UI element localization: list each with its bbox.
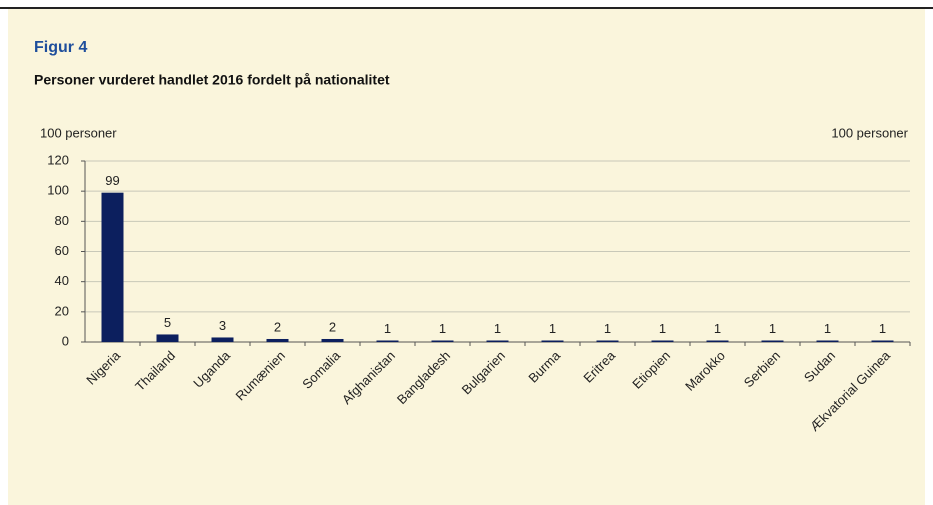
chart-title: Figur 4 <box>34 39 87 56</box>
data-label: 2 <box>274 319 281 334</box>
chart-subtitle: Personer vurderet handlet 2016 fordelt p… <box>34 72 390 88</box>
data-label: 1 <box>769 321 776 336</box>
data-label: 99 <box>105 173 119 188</box>
bar <box>211 337 234 342</box>
bar <box>321 338 344 342</box>
data-label: 2 <box>329 319 336 334</box>
y-tick-label: 20 <box>55 303 69 318</box>
data-label: 1 <box>384 321 391 336</box>
data-label: 1 <box>549 321 556 336</box>
y-tick-label: 60 <box>55 243 69 258</box>
y-tick-label: 80 <box>55 213 69 228</box>
bar <box>706 340 729 342</box>
bar <box>101 192 124 342</box>
data-label: 1 <box>824 321 831 336</box>
y-axis-label: 100 personer <box>40 125 117 140</box>
bar <box>266 338 289 342</box>
y-tick-label: 100 <box>47 183 69 198</box>
data-label: 5 <box>164 315 171 330</box>
y-tick-label: 120 <box>47 152 69 167</box>
data-label: 1 <box>494 321 501 336</box>
data-label: 1 <box>714 321 721 336</box>
bar <box>651 340 674 342</box>
data-label: 3 <box>219 318 226 333</box>
bar <box>596 340 619 342</box>
background <box>8 8 925 505</box>
y2-axis-label: 100 personer <box>831 125 908 140</box>
data-label: 1 <box>659 321 666 336</box>
data-label: 1 <box>439 321 446 336</box>
bar <box>816 340 839 342</box>
bar <box>376 340 399 342</box>
y-tick-label: 0 <box>62 333 69 348</box>
bar <box>761 340 784 342</box>
y-tick-label: 40 <box>55 273 69 288</box>
data-label: 1 <box>879 321 886 336</box>
bar <box>541 340 564 342</box>
bar <box>486 340 509 342</box>
bar <box>431 340 454 342</box>
bar <box>156 334 179 342</box>
bar <box>871 340 894 342</box>
data-label: 1 <box>604 321 611 336</box>
